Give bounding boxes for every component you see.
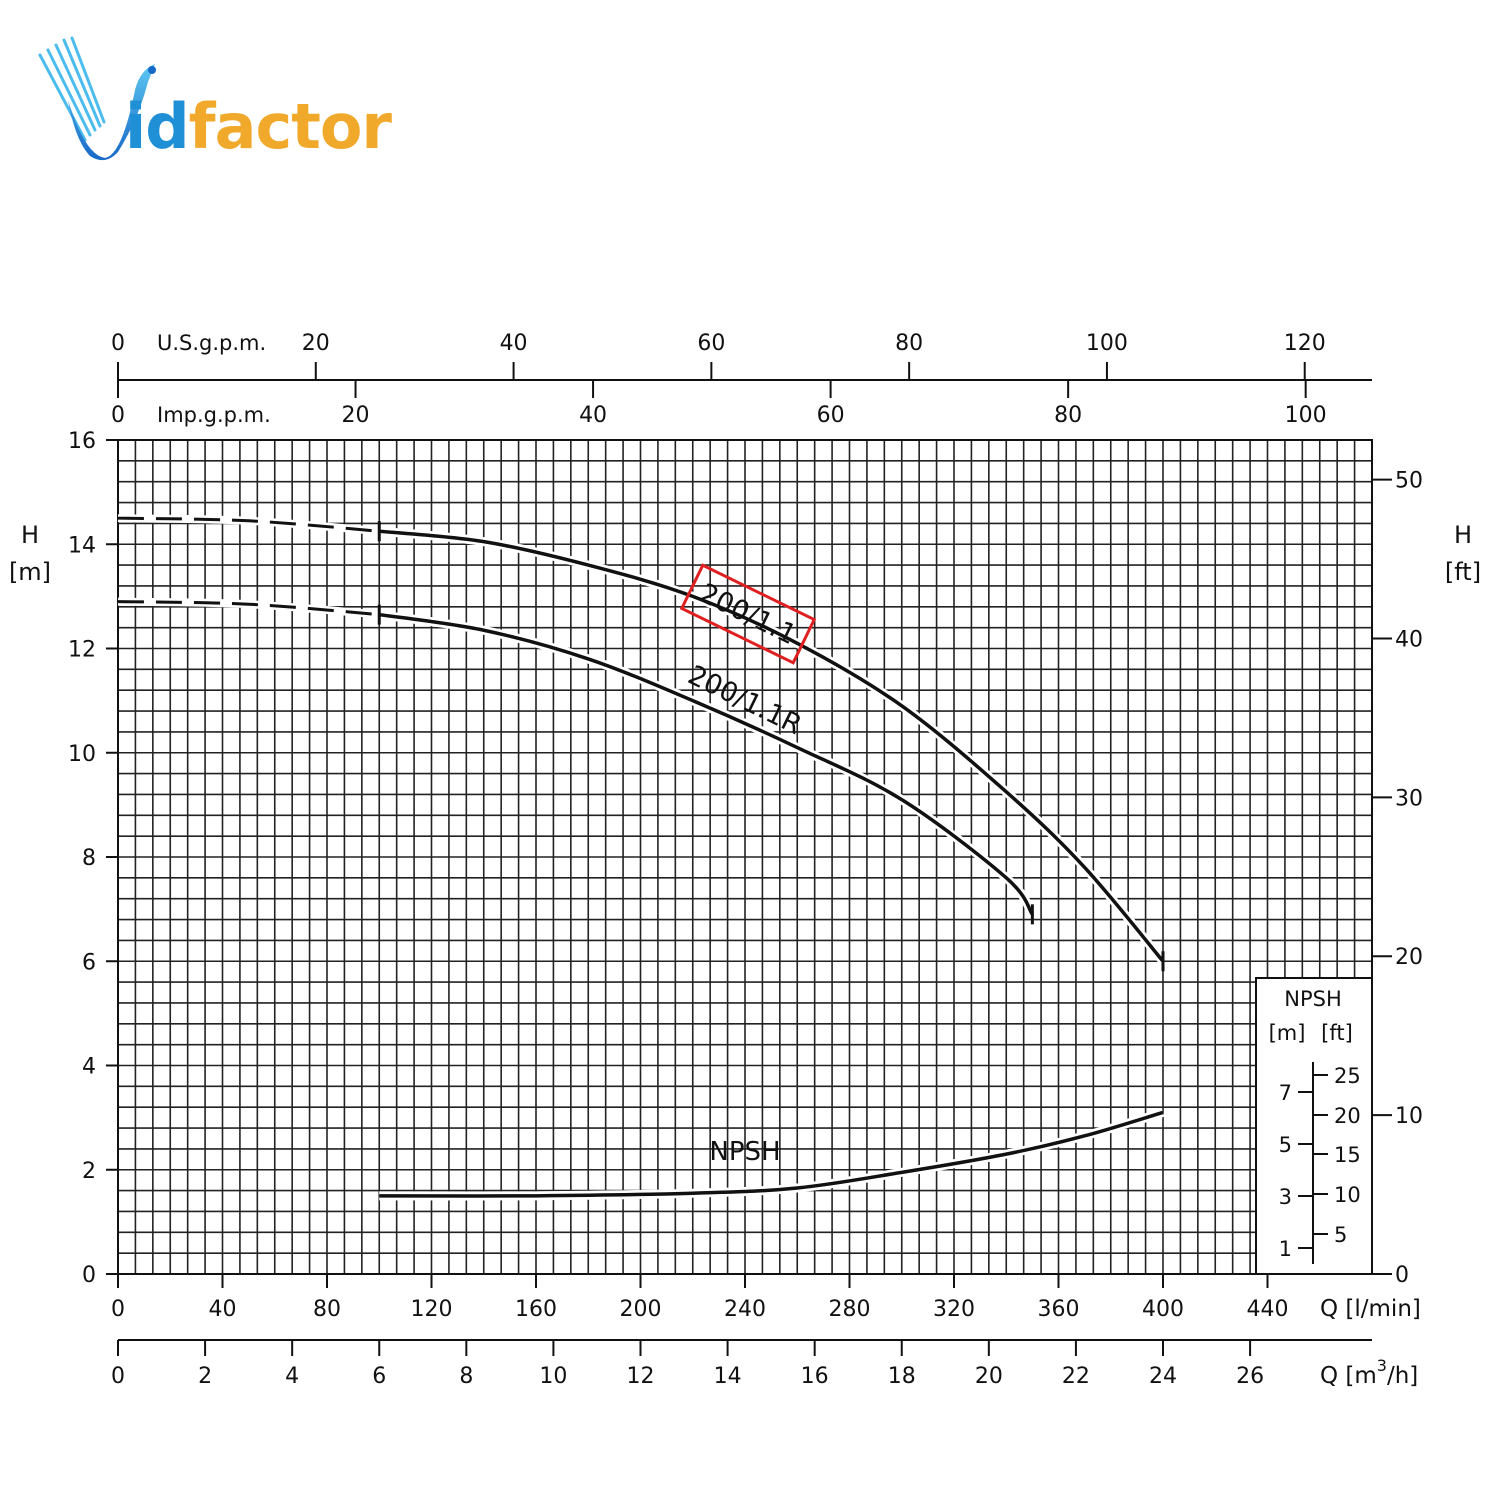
- y-right-tick-label: 10: [1395, 1104, 1423, 1129]
- usgpm-tick-label: 0: [111, 331, 125, 356]
- y-tick-label: 4: [82, 1055, 96, 1080]
- npsh-inset-title: NPSH: [1284, 987, 1342, 1011]
- label-npsh-curve: NPSH: [709, 1137, 780, 1167]
- npsh-ft-tick-label: 10: [1334, 1183, 1361, 1207]
- y-tick-label: 16: [68, 429, 96, 454]
- x-tick-label: 80: [313, 1297, 341, 1322]
- impgpm-tick-label: 80: [1054, 403, 1082, 428]
- curve-halo-200-1-1r: [378, 610, 1037, 917]
- y-tick-label: 6: [82, 950, 96, 975]
- y-axis-left: 0 2 4 6 8 10 12 14 16: [68, 429, 118, 1288]
- impgpm-tick-label: 100: [1285, 403, 1327, 428]
- x-m3h-tick-label: 18: [888, 1364, 916, 1389]
- usgpm-tick-label: 60: [697, 331, 725, 356]
- x-m3h-tick-label: 12: [627, 1364, 655, 1389]
- y-tick-label: 8: [82, 846, 96, 871]
- y-tick-label: 12: [68, 638, 96, 663]
- x-m3h-tick-label: 4: [285, 1364, 299, 1389]
- x-m3h-tick-label: 24: [1149, 1364, 1177, 1389]
- x-m3h-tick-label: 16: [801, 1364, 829, 1389]
- y-axis-left-unit: [m]: [9, 558, 51, 586]
- usgpm-tick-label: 40: [500, 331, 528, 356]
- logo-v-mark: [38, 36, 156, 161]
- top-axis-impgpm: Imp.g.p.m. 0 20 40 60 80 100: [111, 380, 1327, 428]
- npsh-m-tick-label: 5: [1279, 1133, 1292, 1157]
- y-axis-right-unit: [ft]: [1445, 558, 1481, 586]
- npsh-ft-tick-label: 25: [1334, 1064, 1361, 1088]
- y-tick-label: 2: [82, 1159, 96, 1184]
- top-axis-usgpm: U.S.g.p.m. 0 20 40 60 80 100 120: [111, 331, 1372, 381]
- impgpm-tick-label: 20: [342, 403, 370, 428]
- curve-200-1-1: [379, 529, 1165, 963]
- x-tick-label: 400: [1142, 1297, 1184, 1322]
- npsh-m-tick-label: 1: [1279, 1237, 1292, 1261]
- x-tick-label: 320: [933, 1297, 975, 1322]
- y-tick-label: 14: [68, 533, 96, 558]
- x-m3h-tick-label: 26: [1236, 1364, 1264, 1389]
- y-tick-label: 0: [82, 1263, 96, 1288]
- x-tick-label: 0: [111, 1297, 125, 1322]
- x-tick-label: 200: [620, 1297, 662, 1322]
- logo-text-id: id: [125, 90, 190, 163]
- impgpm-axis-label: Imp.g.p.m.: [157, 403, 271, 427]
- x-tick-label: 360: [1038, 1297, 1080, 1322]
- npsh-ft-tick-label: 20: [1334, 1104, 1361, 1128]
- curve-halo-200-1-1: [378, 526, 1167, 965]
- npsh-inset-unit-m: [m]: [1269, 1021, 1306, 1045]
- vidfactor-logo: idfactor: [30, 30, 392, 180]
- x-m3h-tick-label: 0: [111, 1364, 125, 1389]
- x-m3h-tick-label: 22: [1062, 1364, 1090, 1389]
- x-tick-label: 440: [1247, 1297, 1289, 1322]
- npsh-inset: NPSH [m] [ft] 1 3 5 7 5 10 15 20 25: [1255, 977, 1373, 1275]
- impgpm-tick-label: 60: [817, 403, 845, 428]
- x-m3h-tick-label: 20: [975, 1364, 1003, 1389]
- x-m3h-tick-label: 6: [372, 1364, 386, 1389]
- x-axis-lmin-label: Q [l/min]: [1320, 1296, 1421, 1322]
- curve-npsh: [379, 1110, 1164, 1198]
- x-axis-lmin: 0 40 80 120 160 200 240 280 320 360 400 440: [111, 1274, 1289, 1322]
- x-axis-m3h: 0 2 4 6 8 10 12 14 16 18 20 22 24 26: [111, 1340, 1264, 1389]
- logo-text-factor: factor: [188, 90, 392, 163]
- x-tick-label: 280: [829, 1297, 871, 1322]
- x-tick-label: 120: [411, 1297, 453, 1322]
- usgpm-tick-label: 20: [302, 331, 330, 356]
- npsh-m-tick-label: 3: [1279, 1185, 1292, 1209]
- y-tick-label: 10: [68, 742, 96, 767]
- usgpm-axis-label: U.S.g.p.m.: [157, 331, 266, 355]
- impgpm-tick-label: 0: [111, 403, 125, 428]
- impgpm-tick-label: 40: [579, 403, 607, 428]
- curve-200-1-1r: [378, 612, 1034, 916]
- chart-grid: [118, 440, 1372, 1274]
- curve-dashed-200-1-1: [117, 516, 380, 533]
- y-axis-right: 0 10 20 30 40 50: [1372, 469, 1423, 1288]
- y-right-tick-label: 0: [1395, 1263, 1409, 1288]
- usgpm-tick-label: 120: [1284, 331, 1326, 356]
- x-m3h-tick-label: 2: [198, 1364, 212, 1389]
- x-axis-m3h-label: Q [m3/h]: [1320, 1356, 1418, 1389]
- y-right-tick-label: 30: [1395, 786, 1423, 811]
- y-axis-right-title: H: [1454, 521, 1472, 549]
- curve-dashed-200-1-1r: [117, 600, 380, 617]
- npsh-ft-tick-label: 5: [1334, 1223, 1347, 1247]
- x-m3h-tick-label: 10: [539, 1364, 567, 1389]
- npsh-ft-tick-label: 15: [1334, 1143, 1361, 1167]
- usgpm-tick-label: 80: [895, 331, 923, 356]
- highlight-box: [679, 563, 817, 665]
- usgpm-tick-label: 100: [1086, 331, 1128, 356]
- x-tick-label: 240: [724, 1297, 766, 1322]
- x-m3h-tick-label: 8: [459, 1364, 473, 1389]
- y-right-tick-label: 50: [1395, 469, 1423, 494]
- x-tick-label: 160: [515, 1297, 557, 1322]
- x-m3h-tick-label: 14: [714, 1364, 742, 1389]
- x-tick-label: 40: [209, 1297, 237, 1322]
- y-axis-left-title: H: [21, 521, 39, 549]
- y-right-tick-label: 20: [1395, 945, 1423, 970]
- npsh-inset-unit-ft: [ft]: [1321, 1021, 1353, 1045]
- logo-wordmark: idfactor: [125, 96, 392, 158]
- y-right-tick-label: 40: [1395, 627, 1423, 652]
- npsh-m-tick-label: 7: [1279, 1081, 1292, 1105]
